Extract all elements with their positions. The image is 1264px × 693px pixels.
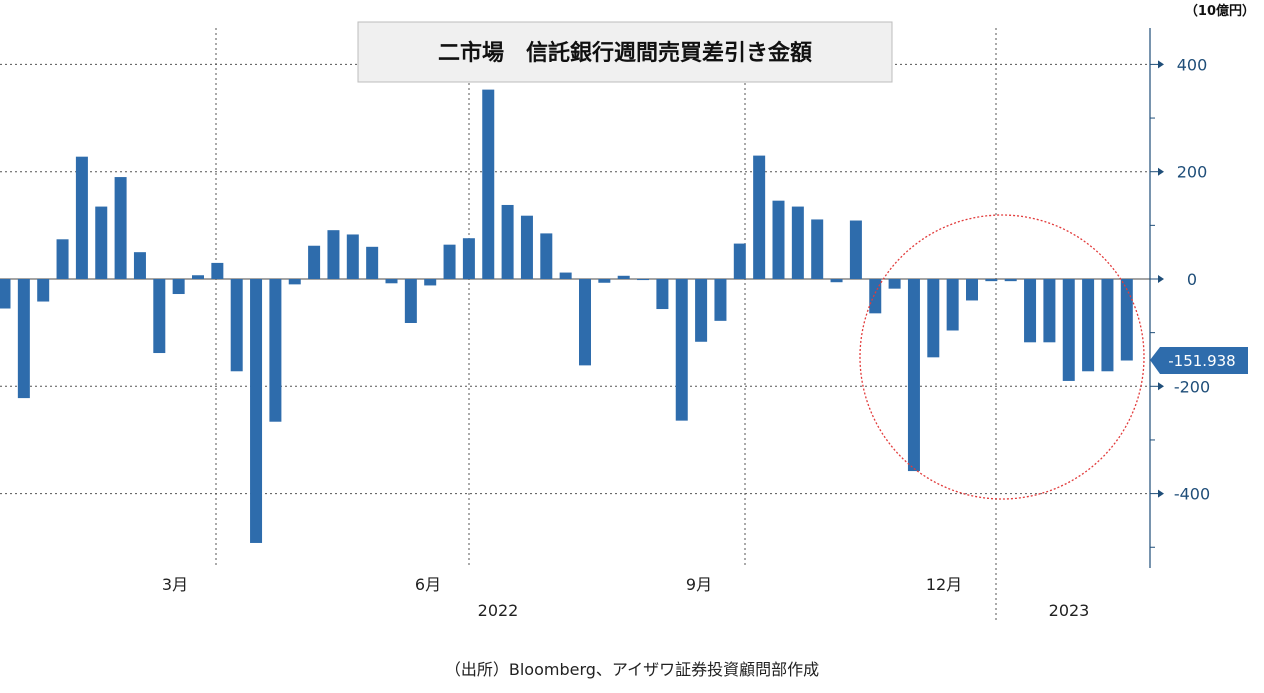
bar	[985, 279, 998, 282]
bar	[695, 279, 708, 342]
bar	[366, 246, 379, 279]
bar	[288, 279, 301, 285]
bar	[811, 219, 824, 279]
last-value-label: -151.938	[1168, 352, 1235, 370]
bar	[404, 279, 417, 323]
y-tick-arrow	[1158, 60, 1164, 69]
bar	[1082, 279, 1095, 372]
axis-layer: 400 200 0 -200 -400 3月 6月 9月 12月 2022 2023	[162, 28, 1210, 620]
chart-title-box: 二市場 信託銀行週間売買差引き金額	[357, 21, 893, 83]
bar	[114, 177, 127, 279]
bar	[250, 279, 263, 543]
bar	[1043, 279, 1056, 343]
last-value-callout: -151.938	[1150, 347, 1248, 374]
bar	[308, 245, 321, 279]
chart-canvas: 400 200 0 -200 -400 3月 6月 9月 12月 2022 2023 二市場 信託銀…	[0, 3, 1255, 622]
bar	[327, 230, 340, 279]
bar	[192, 275, 204, 279]
bar	[888, 279, 901, 289]
bar	[501, 204, 514, 279]
bar	[617, 275, 630, 279]
x-tick-label: 6月	[415, 575, 441, 594]
x-year-label: 2022	[478, 601, 519, 620]
bar	[0, 279, 11, 309]
bar	[849, 220, 862, 279]
bar	[75, 156, 88, 279]
bar	[172, 279, 185, 295]
bar	[772, 200, 785, 279]
bar	[230, 279, 243, 372]
bar	[540, 233, 553, 279]
y-axis-unit-label: （10億円）	[1185, 3, 1255, 19]
bar	[385, 279, 398, 284]
bar	[153, 279, 166, 354]
grid-layer	[0, 28, 1150, 622]
bar	[559, 272, 572, 279]
bar	[733, 243, 746, 279]
bar	[1004, 279, 1017, 282]
bar	[753, 155, 766, 279]
source-note: （出所）Bloomberg、アイザワ証券投資顧問部作成	[444, 660, 820, 679]
y-tick-label: 400	[1177, 55, 1208, 74]
bar	[424, 279, 437, 286]
bar	[95, 206, 108, 279]
bar	[1120, 279, 1133, 361]
bar	[482, 89, 495, 279]
bar	[637, 279, 650, 281]
bar	[443, 244, 456, 279]
bar	[598, 279, 611, 283]
y-tick-label: -200	[1174, 377, 1210, 396]
y-tick-arrow	[1158, 489, 1164, 498]
bar	[37, 279, 50, 302]
bar	[927, 279, 940, 358]
x-year-label: 2023	[1049, 601, 1090, 620]
y-tick-label: 0	[1187, 270, 1197, 289]
y-tick-label: 200	[1177, 163, 1208, 182]
bar	[946, 279, 959, 331]
bar	[462, 238, 475, 279]
bar	[579, 279, 591, 366]
highlight-circle	[859, 214, 1145, 500]
bars-layer	[0, 89, 1133, 543]
bar	[269, 279, 282, 422]
bar	[133, 252, 146, 279]
chart-title: 二市場 信託銀行週間売買差引き金額	[438, 40, 812, 66]
bar	[346, 234, 359, 279]
bar	[907, 279, 920, 472]
bar	[714, 279, 727, 321]
bar	[656, 279, 669, 310]
bar	[17, 279, 30, 399]
bar	[791, 206, 804, 279]
x-tick-label: 9月	[686, 575, 712, 594]
bar	[520, 215, 533, 279]
bar	[830, 279, 843, 283]
y-tick-arrow	[1158, 382, 1164, 391]
y-tick-arrow	[1158, 167, 1164, 176]
bar	[869, 279, 882, 314]
bar	[675, 279, 688, 421]
bar	[211, 262, 224, 279]
bar	[1062, 279, 1075, 381]
bar	[1101, 279, 1114, 372]
bar	[966, 279, 978, 301]
bar	[56, 239, 69, 279]
x-tick-label: 12月	[926, 575, 962, 594]
x-tick-label: 3月	[162, 575, 188, 594]
y-tick-arrow	[1158, 275, 1164, 283]
bar	[1024, 279, 1037, 343]
y-tick-label: -400	[1174, 485, 1210, 504]
